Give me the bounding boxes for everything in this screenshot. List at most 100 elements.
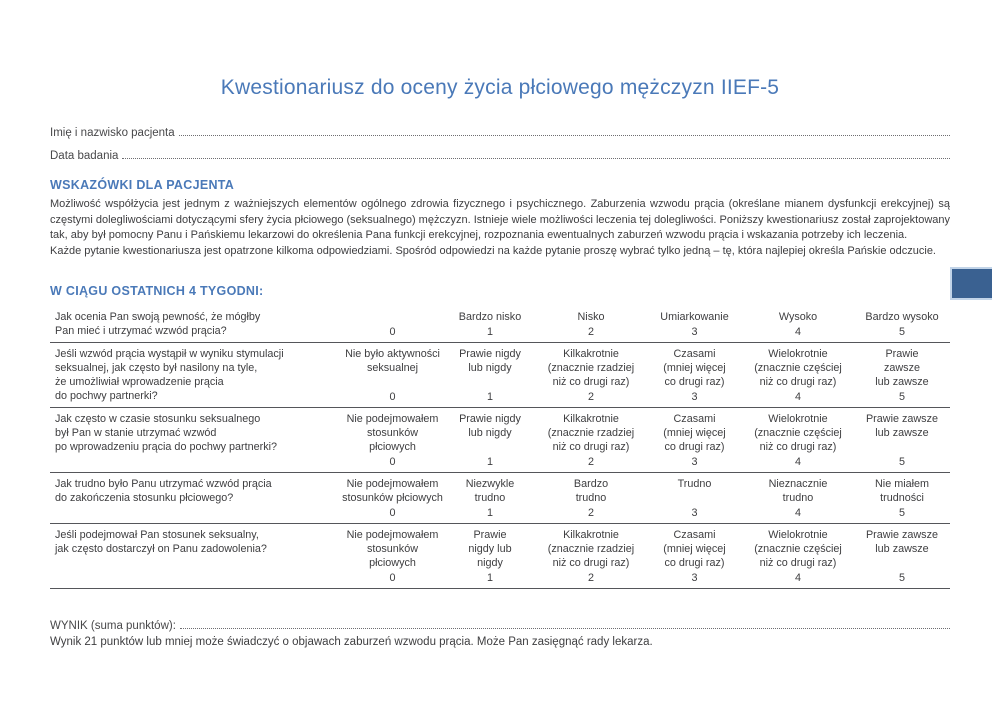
answer-option[interactable]: 0 <box>340 310 445 339</box>
answer-option-label: Prawie zawsze lub zawsze <box>865 529 938 556</box>
section-heading-instructions: WSKAZÓWKI DLA PACJENTA <box>50 178 235 192</box>
answer-option-score: 2 <box>587 326 594 339</box>
answer-option-score: 4 <box>794 572 801 585</box>
answer-option[interactable]: Trudno 3 <box>647 477 742 520</box>
instructions-paragraph: Możliwość współżycia jest jednym z ważni… <box>50 198 950 242</box>
answer-option[interactable]: Czasami (mniej więcej co drugi raz) 3 <box>647 347 742 404</box>
section-heading-period: W CIĄGU OSTATNICH 4 TYGODNI: <box>50 284 264 299</box>
patient-name-field[interactable]: Imię i nazwisko pacjenta <box>50 117 950 140</box>
answer-option[interactable]: Czasami (mniej więcej co drugi raz) 3 <box>647 412 742 469</box>
answer-option[interactable]: Niezwykle trudno 1 <box>445 477 535 520</box>
question-text: Jeśli wzwód prącia wystąpił w wyniku sty… <box>55 348 284 403</box>
answer-option[interactable]: Prawie zawsze lub zawsze 5 <box>854 412 950 469</box>
answer-option-label: Nie podejmowałem stosunków płciowych <box>342 478 443 505</box>
answer-option-score: 4 <box>794 507 801 520</box>
answer-option-label: Prawie nigdy lub nigdy <box>468 529 512 570</box>
answer-option[interactable]: Prawie zawsze lub zawsze 5 <box>854 347 950 404</box>
answer-option-label: Nieznacznie trudno <box>768 478 828 505</box>
answer-option-score: 0 <box>389 572 396 585</box>
patient-name-label: Imię i nazwisko pacjenta <box>50 127 175 139</box>
answer-option-score: 1 <box>486 391 493 404</box>
answer-option-score: 5 <box>898 391 905 404</box>
instructions-paragraph: Każde pytanie kwestionariusza jest opatr… <box>50 244 936 257</box>
answer-option[interactable]: Umiarkowanie 3 <box>647 310 742 339</box>
answer-option-score: 4 <box>794 391 801 404</box>
answer-option-label: Nie miałem trudności <box>875 478 929 505</box>
answer-option-label: Wielokrotnie (znacznie częściej niż co d… <box>754 413 842 454</box>
questionnaire-table: Jak ocenia Pan swoją pewność, że mógłby … <box>50 306 950 590</box>
fill-in-line <box>178 135 950 136</box>
answer-option-score: 3 <box>691 326 698 339</box>
page-content: Kwestionariusz do oceny życia płciowego … <box>50 76 950 648</box>
answer-option[interactable]: Wysoko 4 <box>742 310 854 339</box>
answer-option[interactable]: Nie podejmowałem stosunków płciowych 0 <box>340 528 445 585</box>
answer-option-label: Wielokrotnie (znacznie częściej niż co d… <box>754 529 842 570</box>
answer-option[interactable]: Nie podejmowałem stosunków płciowych 0 <box>340 412 445 469</box>
answer-option-label: Nie było aktywności seksualnej <box>345 348 440 375</box>
fill-in-line <box>179 628 950 630</box>
question-row: Jak ocenia Pan swoją pewność, że mógłby … <box>50 306 950 344</box>
answer-option[interactable]: Prawie zawsze lub zawsze 5 <box>854 528 950 585</box>
answer-option-score: 5 <box>898 456 905 469</box>
question-text: Jeśli podejmował Pan stosunek seksualny,… <box>55 529 267 556</box>
question-text: Jak często w czasie stosunku seksualnego… <box>55 413 278 454</box>
question-row: Jak trudno było Panu utrzymać wzwód prąc… <box>50 473 950 525</box>
answer-option-label: Bardzo wysoko <box>865 311 939 324</box>
answer-option[interactable]: Kilkakrotnie (znacznie rzadziej niż co d… <box>535 347 647 404</box>
answer-option-score: 3 <box>691 507 698 520</box>
answer-option-score: 5 <box>898 326 905 339</box>
answer-option-label: Bardzo trudno <box>573 478 609 505</box>
answer-option-label: Wielokrotnie (znacznie częściej niż co d… <box>754 348 842 389</box>
answer-option-label: Prawie nigdy lub nigdy <box>459 348 521 375</box>
answer-option-score: 5 <box>898 572 905 585</box>
answer-option-score: 0 <box>389 456 396 469</box>
answer-option-label: Trudno <box>677 478 712 491</box>
answer-option[interactable]: Nie miałem trudności 5 <box>854 477 950 520</box>
answer-option-label: Prawie zawsze lub zawsze <box>875 348 929 389</box>
question-row: Jeśli podejmował Pan stosunek seksualny,… <box>50 524 950 590</box>
score-field[interactable]: WYNIK (suma punktów): <box>50 613 950 633</box>
answer-option[interactable]: Bardzo trudno 2 <box>535 477 647 520</box>
answer-option-label: Nisko <box>577 311 605 324</box>
question-text: Jak trudno było Panu utrzymać wzwód prąc… <box>55 478 272 505</box>
answer-option[interactable]: Prawie nigdy lub nigdy 1 <box>445 347 535 404</box>
answer-option-score: 2 <box>587 391 594 404</box>
answer-option-score: 2 <box>587 456 594 469</box>
answer-option-score: 2 <box>587 572 594 585</box>
answer-option-score: 3 <box>691 456 698 469</box>
answer-option[interactable]: Czasami (mniej więcej co drugi raz) 3 <box>647 528 742 585</box>
result-note: Wynik 21 punktów lub mniej może świadczy… <box>50 636 653 649</box>
answer-option[interactable]: Nieznacznie trudno 4 <box>742 477 854 520</box>
answer-option-score: 3 <box>691 572 698 585</box>
answer-option-label: Kilkakrotnie (znacznie rzadziej niż co d… <box>547 529 635 570</box>
answer-option-score: 1 <box>486 572 493 585</box>
result-section: WYNIK (suma punktów): Wynik 21 punktów l… <box>50 613 950 648</box>
answer-option-score: 5 <box>898 507 905 520</box>
answer-option-label: Nie podejmowałem stosunków płciowych <box>346 529 439 570</box>
answer-option[interactable]: Bardzo wysoko 5 <box>854 310 950 339</box>
answer-option-score: 0 <box>389 326 396 339</box>
answer-option-label: Bardzo nisko <box>458 311 522 324</box>
answer-option[interactable]: Nisko 2 <box>535 310 647 339</box>
answer-option-label: Kilkakrotnie (znacznie rzadziej niż co d… <box>547 413 635 454</box>
answer-option-label: Czasami (mniej więcej co drugi raz) <box>663 529 726 570</box>
exam-date-field[interactable]: Data badania <box>50 140 950 163</box>
answer-option[interactable]: Prawie nigdy lub nigdy 1 <box>445 412 535 469</box>
answer-option[interactable]: Nie podejmowałem stosunków płciowych 0 <box>340 477 445 520</box>
answer-option[interactable]: Kilkakrotnie (znacznie rzadziej niż co d… <box>535 412 647 469</box>
answer-option-label: Czasami (mniej więcej co drugi raz) <box>663 413 726 454</box>
fill-in-line <box>122 158 950 159</box>
answer-option[interactable]: Bardzo nisko 1 <box>445 310 535 339</box>
answer-option-label: Czasami (mniej więcej co drugi raz) <box>663 348 726 389</box>
answer-option-score: 4 <box>794 326 801 339</box>
answer-option[interactable]: Kilkakrotnie (znacznie rzadziej niż co d… <box>535 528 647 585</box>
exam-date-label: Data badania <box>50 150 119 162</box>
answer-option[interactable]: Wielokrotnie (znacznie częściej niż co d… <box>742 412 854 469</box>
answer-option-score: 1 <box>486 456 493 469</box>
question-text: Jak ocenia Pan swoją pewność, że mógłby … <box>55 311 261 338</box>
answer-option[interactable]: Wielokrotnie (znacznie częściej niż co d… <box>742 347 854 404</box>
answer-option[interactable]: Prawie nigdy lub nigdy 1 <box>445 528 535 585</box>
answer-option[interactable]: Nie było aktywności seksualnej 0 <box>340 347 445 404</box>
answer-option[interactable]: Wielokrotnie (znacznie częściej niż co d… <box>742 528 854 585</box>
